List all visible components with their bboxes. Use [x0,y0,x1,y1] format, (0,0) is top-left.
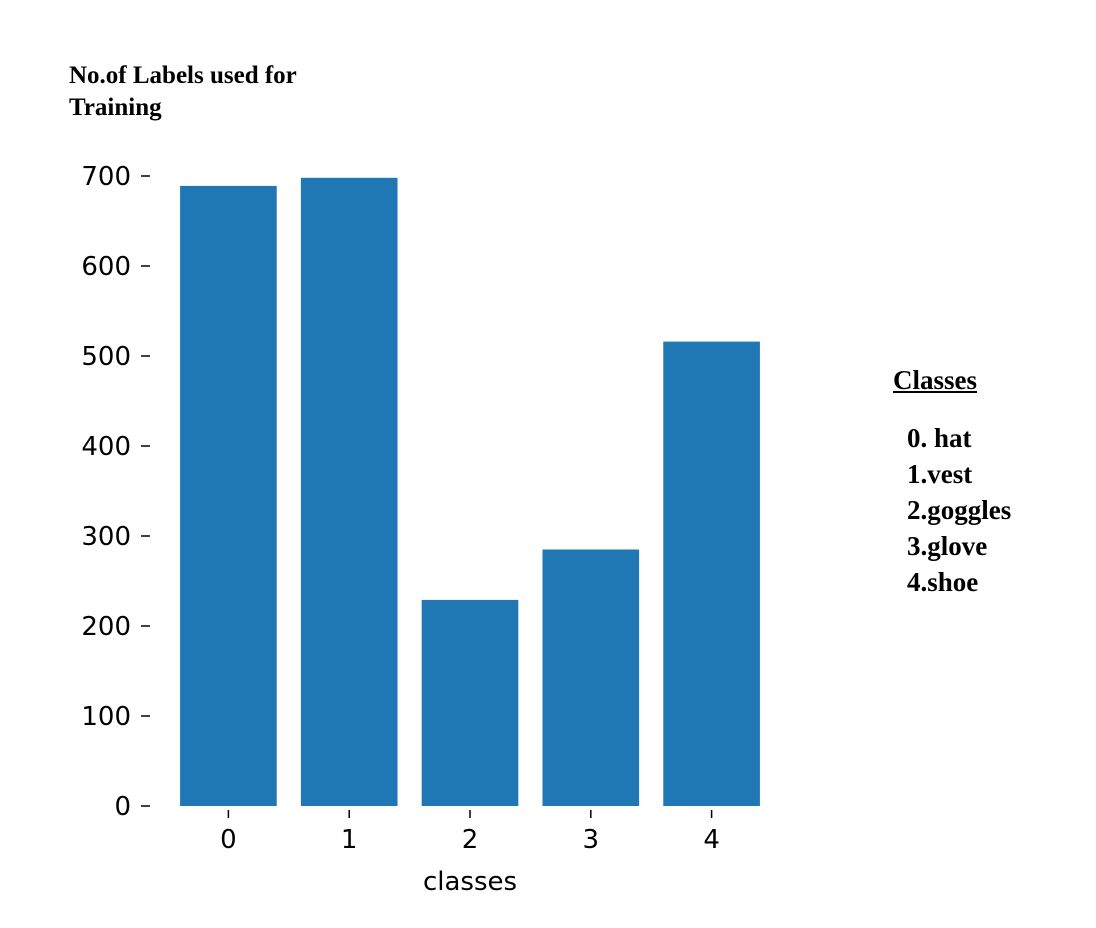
bar-class-4 [663,341,760,806]
x-tick-label: 1 [341,825,358,855]
y-tick-label: 400 [81,432,131,462]
legend-list: 0. hat 1.vest 2.goggles 3.glove 4.shoe [907,420,1011,600]
y-tick-label: 300 [81,522,131,552]
legend-item: 2.goggles [907,495,1012,525]
bar-class-1 [300,177,398,807]
bar-class-0 [180,185,277,806]
y-axis: 0 100 200 300 400 500 600 700 [81,162,150,822]
bar-class-2 [421,599,519,806]
x-axis: 0 1 2 3 4 [220,810,720,855]
x-tick-label: 2 [462,825,479,855]
x-axis-label: classes [423,867,517,897]
legend-item: 4.shoe [907,567,979,597]
y-tick-label: 500 [81,342,131,372]
x-tick-label: 0 [220,825,237,855]
y-axis-label: No.of Labels used for Training [69,62,297,121]
bars-group [180,177,760,807]
legend-item: 0. hat [907,423,972,453]
legend-item: 1.vest [907,459,973,489]
bar-class-3 [542,549,640,806]
legend-title: Classes [893,365,978,395]
class-legend: Classes 0. hat 1.vest 2.goggles 3.glove … [893,362,1011,600]
legend-item: 3.glove [907,531,988,561]
x-tick-label: 4 [703,825,720,855]
y-tick-label: 100 [81,702,131,732]
y-tick-label: 600 [81,252,131,282]
y-tick-label: 700 [81,162,131,192]
y-tick-label: 200 [81,612,131,642]
x-tick-label: 3 [583,825,600,855]
y-tick-label: 0 [114,792,131,822]
